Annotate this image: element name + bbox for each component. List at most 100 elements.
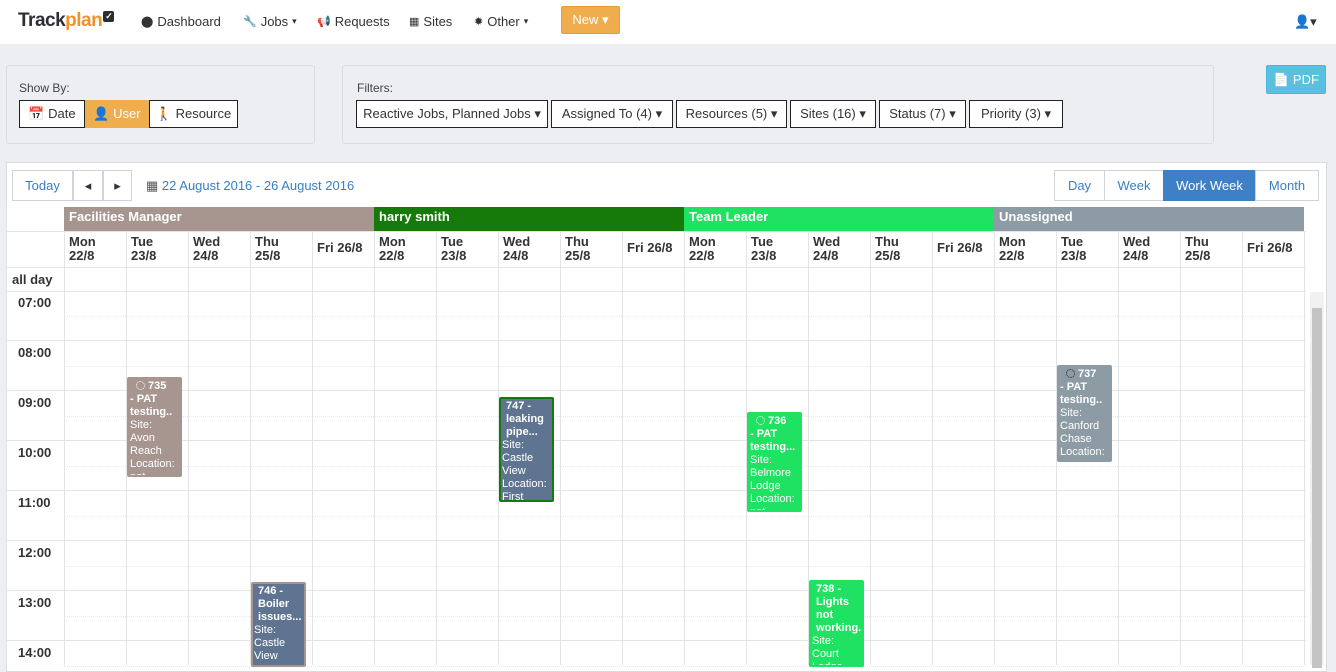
day-header: Tue 23/8 <box>746 231 808 267</box>
nav-item-jobs[interactable]: 🔧 Jobs ▾ <box>243 14 297 29</box>
event-id: 735 <box>148 380 167 392</box>
grid-column-line <box>312 231 313 665</box>
event-title: 737- PAT testing.. <box>1060 368 1109 407</box>
event-id: 736 <box>768 415 787 427</box>
show-by-option-1[interactable]: 👤 User <box>85 100 149 128</box>
event-detail-line: Location: <box>750 493 795 505</box>
next-button[interactable]: ▸ <box>103 170 132 201</box>
scrollbar[interactable] <box>1310 292 1324 668</box>
event-title: 747 - leaking pipe... <box>506 400 544 438</box>
gear-icon: ✹ <box>474 16 484 28</box>
time-label: 14:00 <box>18 645 52 660</box>
calendar-event[interactable]: 738 - Lights not working.. Site: Court Lodg… <box>809 579 864 667</box>
grid-column-line <box>250 231 251 665</box>
event-detail-line: Location: <box>1060 445 1105 458</box>
half-hour-line <box>64 666 1306 667</box>
calendar-event[interactable]: 747 - leaking pipe... Site: Castle View Loca… <box>499 397 554 502</box>
view-week[interactable]: Week <box>1104 170 1164 201</box>
prev-button[interactable]: ◂ <box>73 170 103 201</box>
nav-label: Dashboard <box>157 14 221 29</box>
grid-column-line <box>870 231 871 665</box>
new-button[interactable]: New ▾ <box>561 6 620 34</box>
day-date: 24/8 <box>193 248 219 263</box>
day-name: Mon <box>999 234 1026 249</box>
calendar-event[interactable]: 735- PAT testing.. Site: Avon Reach Location… <box>127 377 182 477</box>
view-work-week[interactable]: Work Week <box>1163 170 1256 201</box>
date-range-label: 22 August 2016 - 26 August 2016 <box>161 178 355 193</box>
event-detail-line: Castle <box>502 452 534 464</box>
day-date: 25/8 <box>565 248 591 263</box>
grid-column-line <box>746 231 747 665</box>
event-title: 746 - Boiler issues... <box>258 585 302 623</box>
calendar-event[interactable]: 737- PAT testing.. Site: Canford Chase Locat… <box>1057 364 1112 462</box>
nav-item-dashboard[interactable]: ⬤ Dashboard <box>141 14 225 29</box>
event-detail-line: Lodge <box>812 660 843 667</box>
day-date: 22/8 <box>999 248 1025 263</box>
hour-line <box>6 640 1306 641</box>
day-header: Tue 23/8 <box>1056 231 1118 267</box>
day-date: 23/8 <box>751 248 777 263</box>
filter-dropdown-3[interactable]: Sites (16) ▾ <box>790 100 876 128</box>
filter-dropdown-5[interactable]: Priority (3) ▾ <box>969 100 1063 128</box>
day-name: Thu <box>565 234 589 249</box>
event-title-text: - PAT testing.. <box>130 393 173 418</box>
building-icon: ▦ <box>409 16 420 28</box>
user-menu-icon[interactable]: 👤▾ <box>1294 14 1317 29</box>
day-name: Wed <box>193 234 221 249</box>
header-line <box>6 231 1306 232</box>
filter-dropdown-4[interactable]: Status (7) ▾ <box>879 100 966 128</box>
today-button[interactable]: Today <box>12 170 73 201</box>
view-day[interactable]: Day <box>1054 170 1105 201</box>
trackplan-logo[interactable]: Trackplan ✓ <box>18 10 115 31</box>
nav-item-sites[interactable]: ▦ Sites <box>409 14 456 29</box>
show-by-label: Show By: <box>19 81 70 95</box>
grid-column-line <box>498 231 499 665</box>
group-header-1: harry smith <box>374 207 684 231</box>
day-header: Thu 25/8 <box>1180 231 1242 267</box>
hour-line <box>6 340 1306 341</box>
pdf-button[interactable]: 📄 PDF <box>1266 65 1326 94</box>
grid-column-line <box>932 231 933 665</box>
filter-dropdown-0[interactable]: Reactive Jobs, Planned Jobs ▾ <box>356 100 548 128</box>
time-label: 13:00 <box>18 595 52 610</box>
grid-column-line <box>64 231 65 665</box>
event-id: 737 <box>1078 367 1097 380</box>
day-header: Wed 24/8 <box>1118 231 1180 267</box>
in-progress-spinner-icon <box>136 381 145 390</box>
nav-item-requests[interactable]: 📢 Requests <box>317 14 394 29</box>
show-by-option-0[interactable]: 📅 Date <box>19 100 85 128</box>
calendar-event[interactable]: 736- PAT testing... Site: Belmore Lodge Loca… <box>747 412 802 512</box>
day-header: Mon 22/8 <box>64 231 126 267</box>
day-header: Mon 22/8 <box>994 231 1056 267</box>
day-name: Fri 26/8 <box>317 240 363 255</box>
megaphone-icon: 📢 <box>317 16 331 28</box>
calendar-icon: ▦ <box>146 178 159 193</box>
view-month[interactable]: Month <box>1255 170 1319 201</box>
day-date: 25/8 <box>875 248 901 263</box>
show-by-option-2[interactable]: 🚶 Resource <box>149 100 238 128</box>
all-day-label: all day <box>12 272 53 287</box>
day-name: Tue <box>131 234 154 249</box>
day-header: Mon 22/8 <box>684 231 746 267</box>
day-name: Fri 26/8 <box>937 240 983 255</box>
event-detail-line: not <box>750 506 766 512</box>
day-name: Fri 26/8 <box>1247 240 1293 255</box>
day-header: Mon 22/8 <box>374 231 436 267</box>
day-date: 24/8 <box>1123 248 1149 263</box>
event-detail-line: Site: <box>502 439 525 451</box>
day-header: Wed 24/8 <box>188 231 250 267</box>
event-detail-line: Site: <box>812 634 835 647</box>
filter-dropdown-2[interactable]: Resources (5) ▾ <box>676 100 787 128</box>
scrollbar-thumb[interactable] <box>1312 308 1322 668</box>
calendar-event[interactable]: 746 - Boiler issues... Site: Castle View <box>251 582 306 667</box>
nav-item-other[interactable]: ✹ Other ▾ <box>474 14 528 29</box>
day-header: Fri 26/8 <box>312 231 374 267</box>
filter-dropdown-1[interactable]: Assigned To (4) ▾ <box>551 100 673 128</box>
event-detail-line: Site: <box>1060 406 1083 419</box>
nav-label: Other <box>487 14 520 29</box>
grid-column-line <box>374 231 375 665</box>
wrench-icon: 🔧 <box>243 16 257 28</box>
time-label: 11:00 <box>18 495 51 510</box>
nav-label: Jobs <box>260 14 289 29</box>
grid-column-line <box>1242 231 1243 665</box>
